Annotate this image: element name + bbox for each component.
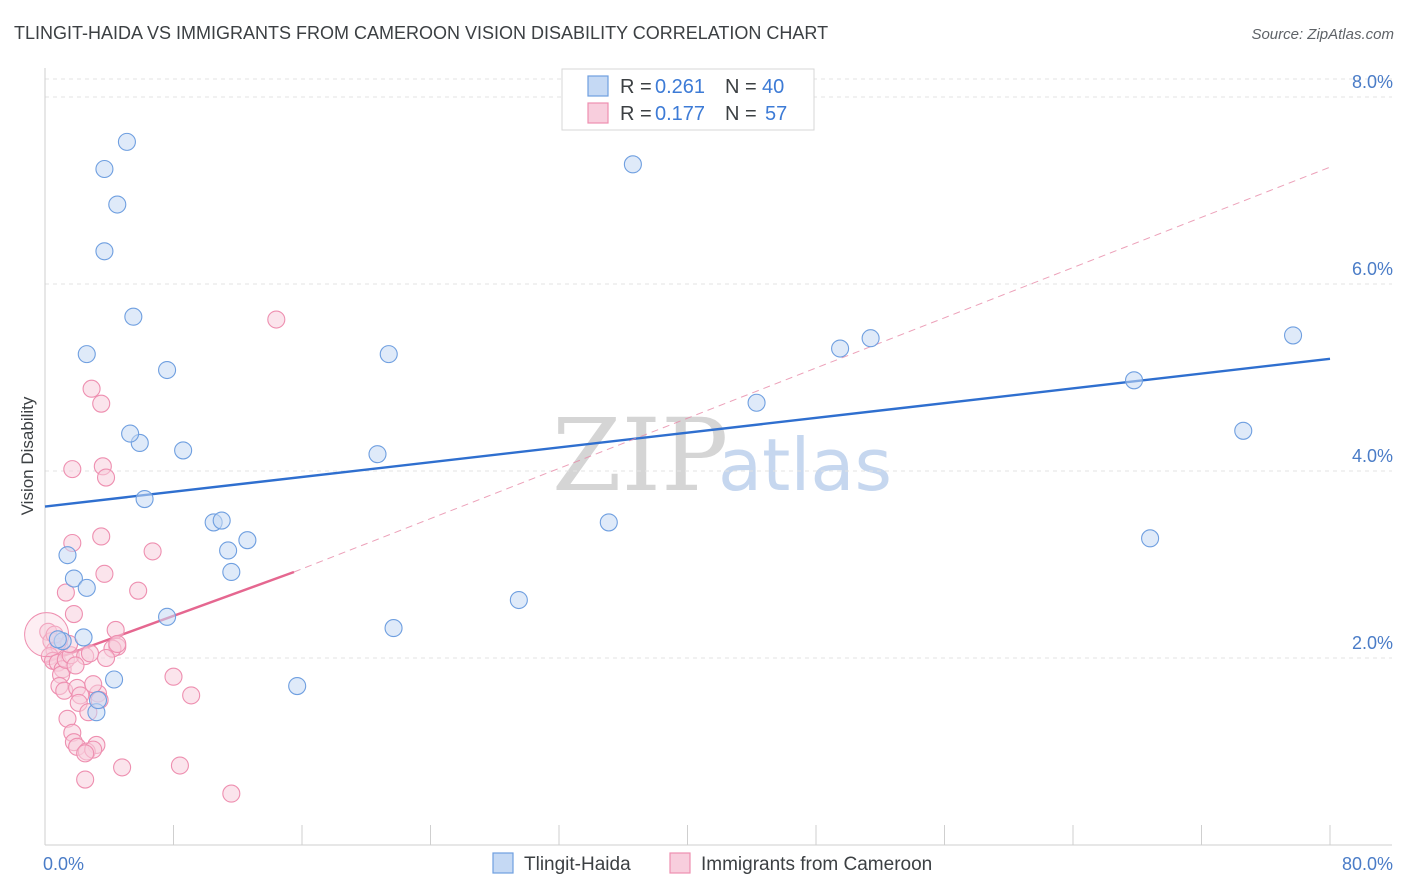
y-tick-label-4: 4.0% [1352, 446, 1393, 466]
point-immigrants-from-cameroon-8 [143, 542, 162, 561]
x-tick-label-0: 0.0% [43, 854, 84, 874]
point-immigrants-from-cameroon-47 [113, 758, 132, 777]
point-tlingit-haida-32 [747, 393, 766, 412]
point-tlingit-haida-6 [158, 360, 177, 380]
point-immigrants-from-cameroon-48 [170, 756, 189, 775]
legend-n-value-immigrants-from-cameroon: 57 [765, 103, 787, 125]
point-immigrants-from-cameroon-46 [182, 686, 201, 705]
x-tick-labels: 0.0% 80.0% [43, 854, 1393, 874]
point-immigrants-from-cameroon-45 [164, 667, 183, 686]
point-immigrants-from-cameroon-10 [56, 583, 75, 602]
point-tlingit-haida-9 [174, 441, 193, 460]
bottom-legend-swatch-tlingit-haida [492, 852, 514, 874]
point-tlingit-haida-17 [64, 569, 83, 588]
point-immigrants-from-cameroon-53 [66, 656, 85, 675]
watermark: ZIP atlas [552, 397, 892, 514]
point-tlingit-haida-10 [135, 489, 154, 509]
legend-r-value-tlingit-haida: 0.261 [655, 76, 705, 98]
y-tick-label-6: 6.0% [1352, 259, 1393, 279]
legend-n-label-tlingit-haida: N = [725, 76, 757, 98]
point-tlingit-haida-14 [219, 541, 238, 560]
point-tlingit-haida-16 [58, 546, 77, 565]
point-tlingit-haida-25 [288, 676, 307, 696]
legend-r-value-immigrants-from-cameroon: 0.177 [655, 103, 705, 125]
point-tlingit-haida-5 [77, 345, 96, 364]
point-immigrants-from-cameroon-9 [95, 564, 114, 583]
watermark-atlas: atlas [718, 423, 892, 507]
point-tlingit-haida-12 [212, 511, 231, 530]
point-tlingit-haida-21 [48, 630, 67, 649]
point-tlingit-haida-26 [379, 345, 398, 364]
point-tlingit-haida-2 [108, 195, 127, 214]
point-immigrants-from-cameroon-1 [82, 379, 101, 398]
point-immigrants-from-cameroon-12 [64, 605, 83, 624]
point-tlingit-haida-19 [158, 607, 177, 626]
legend-r-label-tlingit-haida: R = [620, 76, 652, 98]
axes [44, 68, 1392, 846]
legend-n-label-immigrants-from-cameroon: N = [725, 103, 757, 125]
point-tlingit-haida-33 [831, 339, 850, 358]
y-tick-label-2: 2.0% [1352, 633, 1393, 653]
point-immigrants-from-cameroon-51 [108, 634, 127, 654]
point-tlingit-haida-38 [1284, 326, 1303, 345]
point-immigrants-from-cameroon-44 [76, 744, 95, 763]
point-immigrants-from-cameroon-28 [96, 648, 116, 668]
point-immigrants-from-cameroon-3 [63, 460, 82, 479]
point-tlingit-haida-35 [1124, 371, 1144, 390]
point-tlingit-haida-22 [105, 670, 124, 689]
point-tlingit-haida-3 [95, 242, 114, 261]
trend-extension-immigrants-from-cameroon [293, 166, 1331, 573]
point-tlingit-haida-27 [368, 445, 387, 464]
y-tick-label-8: 8.0% [1352, 72, 1393, 92]
point-tlingit-haida-4 [124, 307, 143, 326]
legend: R = 0.261 N = 40 R = 0.177 N = 57 [561, 68, 815, 131]
point-tlingit-haida-31 [623, 155, 642, 174]
point-immigrants-from-cameroon-0 [267, 310, 286, 329]
chart-source: Source: ZipAtlas.com [1251, 26, 1394, 43]
point-tlingit-haida-30 [599, 513, 618, 532]
point-immigrants-from-cameroon-5 [96, 468, 116, 487]
point-tlingit-haida-28 [384, 619, 403, 638]
point-tlingit-haida-15 [222, 562, 241, 582]
bottom-legend-label-tlingit-haida: Tlingit-Haida [524, 854, 631, 875]
point-tlingit-haida-29 [509, 590, 528, 610]
x-tick-label-80: 80.0% [1342, 854, 1393, 874]
point-tlingit-haida-0 [117, 132, 136, 151]
bottom-legend-label-immigrants-from-cameroon: Immigrants from Cameroon [701, 854, 932, 875]
point-immigrants-from-cameroon-7 [92, 527, 111, 546]
point-tlingit-haida-36 [1141, 529, 1160, 548]
point-tlingit-haida-18 [77, 578, 96, 597]
legend-n-value-tlingit-haida: 40 [762, 76, 784, 98]
point-immigrants-from-cameroon-49 [76, 770, 95, 789]
point-tlingit-haida-24 [88, 691, 108, 710]
point-tlingit-haida-34 [861, 329, 880, 348]
point-tlingit-haida-39 [74, 628, 93, 647]
point-immigrants-from-cameroon-54 [84, 675, 103, 694]
point-immigrants-from-cameroon-2 [92, 394, 111, 413]
watermark-zip: ZIP [552, 397, 728, 514]
point-immigrants-from-cameroon-11 [129, 581, 148, 600]
bottom-legend: Tlingit-Haida Immigrants from Cameroon [492, 852, 932, 875]
point-immigrants-from-cameroon-52 [80, 644, 100, 663]
series-tlingit-haida [48, 132, 1303, 722]
grid [45, 78, 1392, 659]
y-axis-label: Vision Disability [18, 396, 37, 515]
legend-swatch-tlingit-haida [587, 75, 609, 97]
legend-swatch-immigrants-from-cameroon [587, 102, 609, 124]
chart-title: TLINGIT-HAIDA VS IMMIGRANTS FROM CAMEROO… [14, 23, 828, 43]
legend-r-label-immigrants-from-cameroon: R = [620, 103, 652, 125]
y-tick-labels: 2.0% 4.0% 6.0% 8.0% [1352, 72, 1393, 653]
point-tlingit-haida-37 [1234, 421, 1253, 440]
point-immigrants-from-cameroon-50 [222, 784, 241, 803]
point-tlingit-haida-8 [121, 424, 140, 443]
bottom-legend-swatch-immigrants-from-cameroon [669, 852, 691, 874]
point-tlingit-haida-1 [95, 159, 114, 179]
trend-line-tlingit-haida [44, 357, 1331, 508]
point-tlingit-haida-13 [238, 531, 257, 550]
